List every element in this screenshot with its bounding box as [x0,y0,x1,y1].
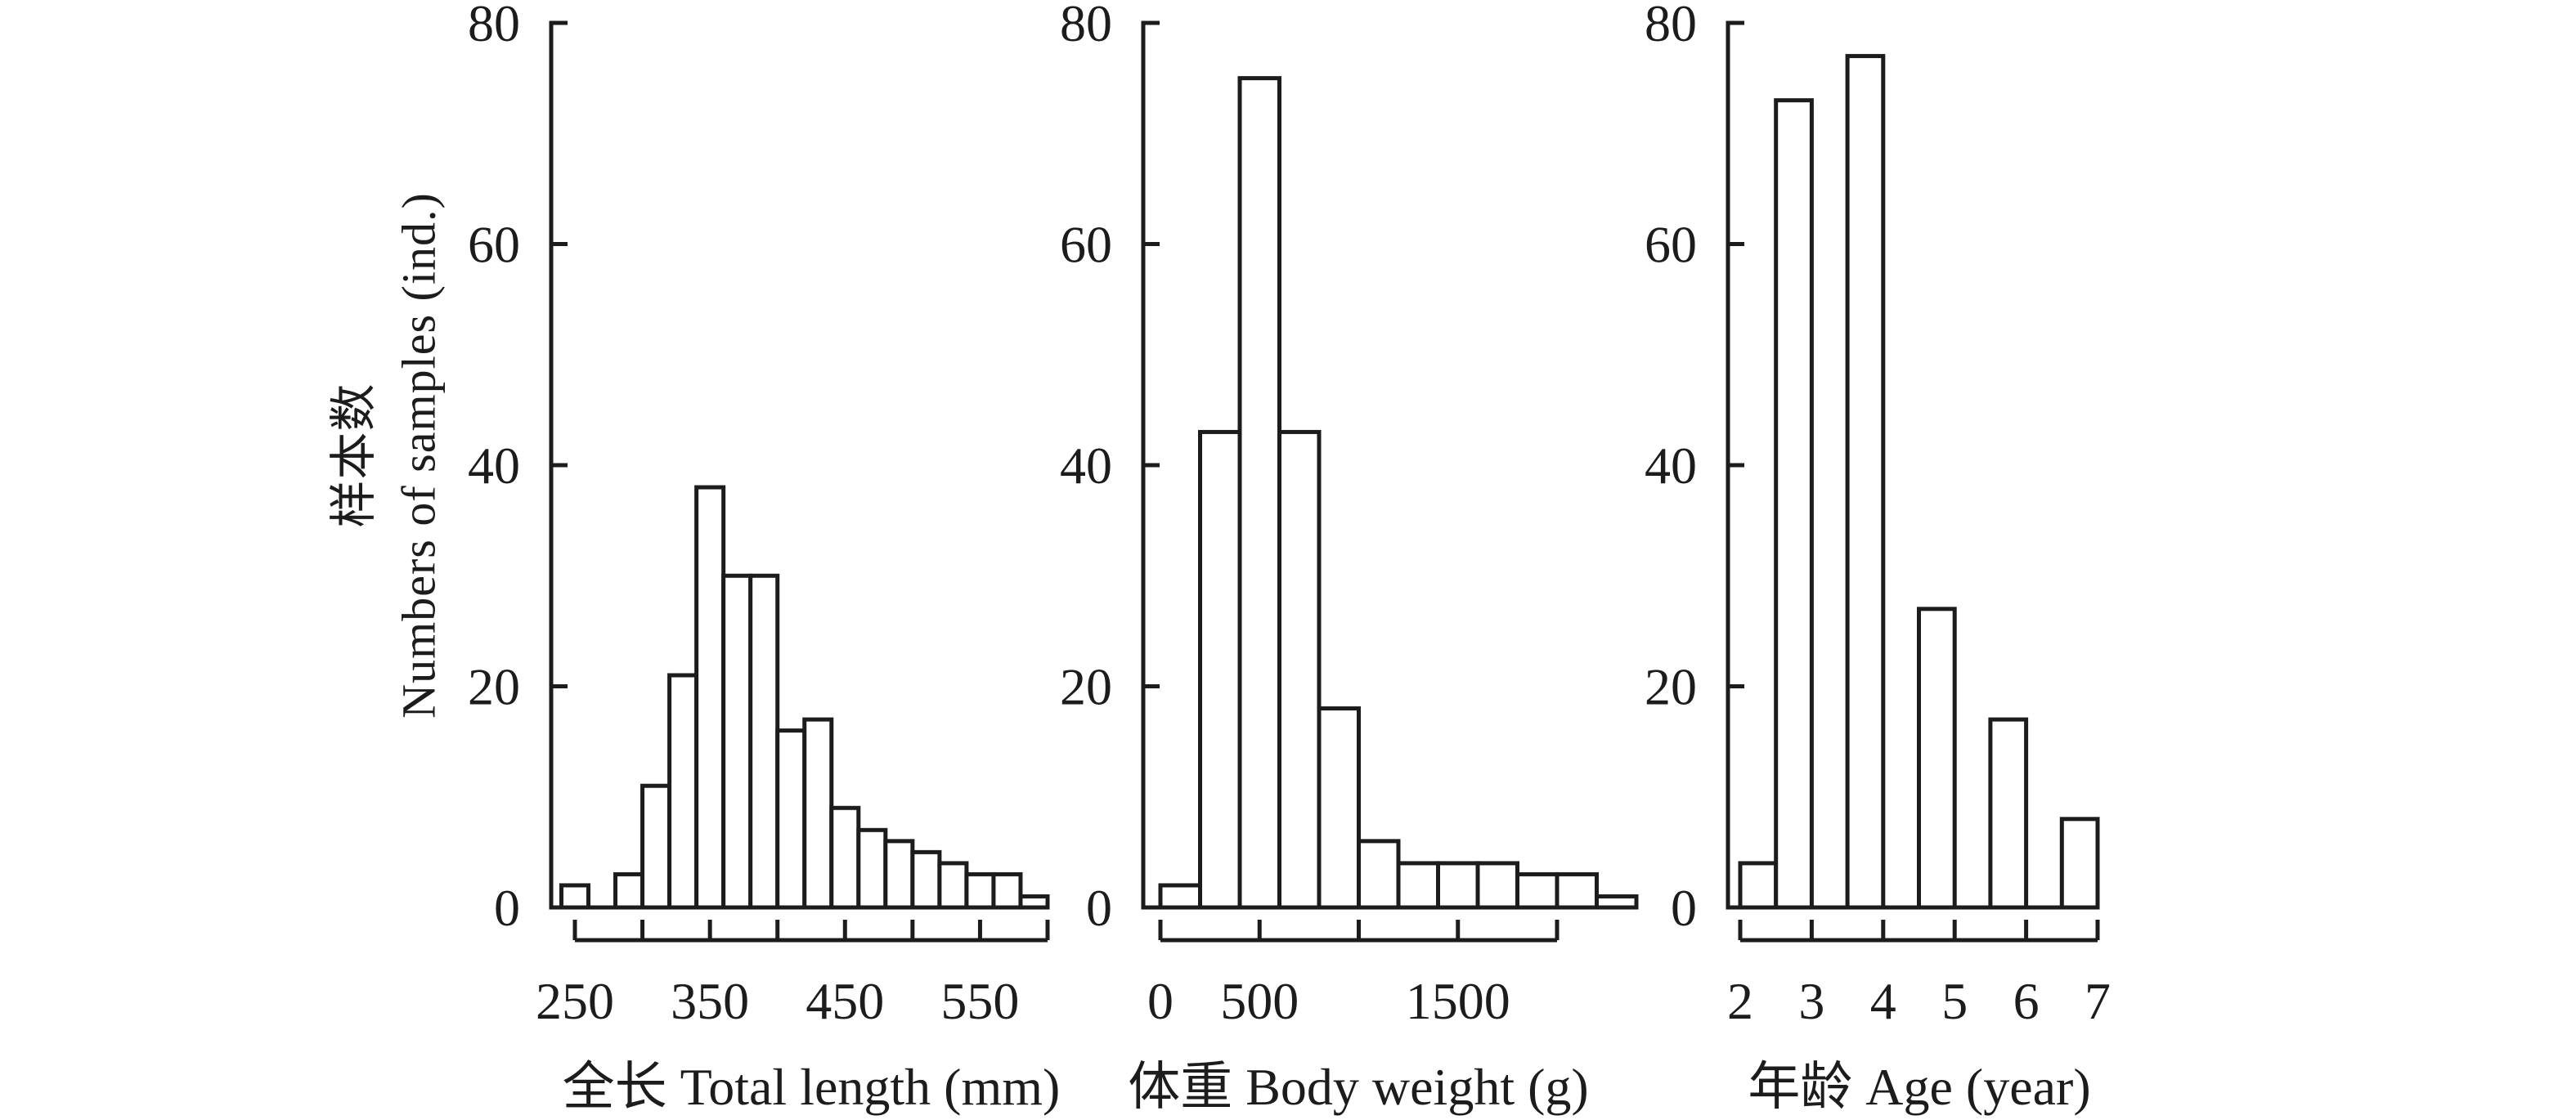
histogram-bar [1357,839,1401,910]
y-axis-tick-label: 0 [1086,879,1112,937]
histogram-bar [640,783,672,910]
histogram-bar [1555,871,1599,910]
x-scale-tick-label: 6 [2013,972,2040,1030]
histogram-bar [1317,706,1361,910]
x-scale-tick-label: 2 [1727,972,1753,1030]
x-scale-tick-label: 7 [2085,972,2111,1030]
histogram-bar [1237,76,1281,910]
histogram-bar [1436,861,1480,910]
histogram-bar [964,871,996,910]
y-axis-tick-label: 20 [1060,658,1112,716]
histogram-bar [2059,817,2100,910]
y-axis-tick-label: 80 [1645,0,1697,52]
y-axis-tick-label: 60 [468,216,520,274]
histogram-bar [910,849,942,910]
y-axis-tick-label: 40 [1060,437,1112,495]
histogram-bar [1277,429,1322,910]
y-axis-tick-label: 60 [1060,216,1112,274]
histogram-bar [1018,894,1050,910]
histogram-bar [613,871,645,910]
x-scale-tick-label: 250 [536,972,614,1030]
histogram-bar [775,728,807,910]
x-scale-tick-label: 3 [1798,972,1824,1030]
histogram-bar [559,883,591,910]
x-scale-tick-label: 350 [671,972,749,1030]
histogram-bar [937,861,969,910]
histogram-bar [1988,717,2029,910]
y-axis-title-en: Numbers of samples (ind.) [392,192,446,719]
y-axis-tick-label: 80 [1060,0,1112,52]
histogram-bar [721,573,753,910]
x-scale-tick-label: 4 [1870,972,1896,1030]
histogram-bar [748,573,780,910]
y-axis-tick-label: 20 [468,658,520,716]
histogram-bar [694,485,726,910]
histogram-bar [1845,54,1886,910]
y-axis-title-cn: 样本数 [327,383,380,528]
y-axis-tick-label: 80 [468,0,520,52]
histogram-bar [1198,429,1242,910]
x-axis-title-body-weight: 体重 Body weight (g) [1128,1058,1589,1116]
chart-body-weight: 0 20 40 60 80 0 500 1500 [1060,0,1639,1030]
y-axis-tick-label: 20 [1645,658,1697,716]
histogram-bar [1396,861,1440,910]
histogram-bar [883,839,915,910]
x-scale-tick-label: 5 [1941,972,1968,1030]
histogram-bar [1595,894,1639,910]
histogram-bar [1917,607,1957,910]
histogram-bar [1774,98,1814,910]
chart-age: 0 20 40 60 80 2 3 4 5 6 7 [1645,0,2111,1030]
histogram-bar [856,827,888,910]
histogram-bar [829,805,861,910]
x-scale-tick-label: 0 [1147,972,1174,1030]
y-axis-tick-label: 60 [1645,216,1697,274]
y-axis-tick-label: 0 [1671,879,1697,937]
histogram-bar [1158,883,1202,910]
histogram-bar [1515,871,1560,910]
x-scale-tick-label: 550 [940,972,1019,1030]
y-axis-tick-label: 0 [494,879,520,937]
histogram-bar [667,673,699,910]
histogram-bar [991,871,1023,910]
histogram-bar [1738,861,1779,910]
y-axis-tick-label: 40 [468,437,520,495]
chart-total-length: 0 20 40 60 80 250 350 450 550 [468,0,1050,1030]
x-scale-tick-label: 500 [1220,972,1299,1030]
histogram-bar [802,717,834,910]
x-axis-title-total-length: 全长 Total length (mm) [562,1058,1061,1116]
x-axis-title-age: 年龄 Age (year) [1748,1058,2091,1116]
histogram-bar [1475,861,1519,910]
x-scale-tick-label: 450 [806,972,884,1030]
x-scale-tick-label: 1500 [1406,972,1510,1030]
y-axis-tick-label: 40 [1645,437,1697,495]
